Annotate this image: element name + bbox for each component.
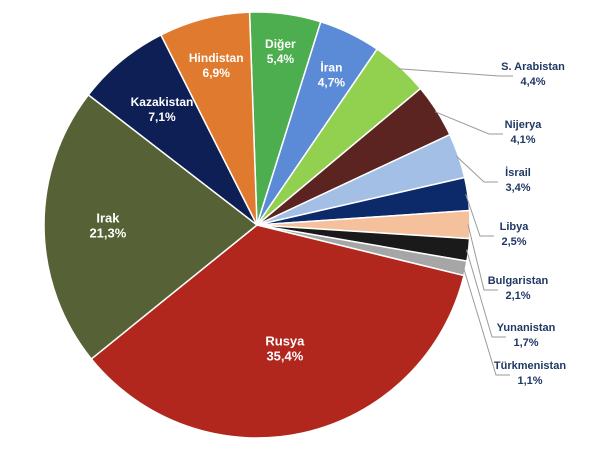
slice-name-bulgaristan: Bulgaristan [488,275,549,287]
slice-value-irak: 21,3% [89,226,126,241]
leader-line-israil [456,155,498,183]
pie-slices [43,11,471,439]
leader-line-turkmenistan [463,267,510,376]
slice-value-s-arabistan: 4,4% [520,76,545,88]
leader-line-libya [465,194,494,237]
slice-name-s-arabistan: S. Arabistan [501,61,565,73]
leader-line-yunanistan [466,249,506,338]
slice-value-rusya: 35,4% [266,349,303,364]
slice-name-diger: Diğer [265,37,296,51]
slice-value-yunanistan: 1,7% [513,337,538,349]
slice-irak [43,93,259,360]
slice-name-irak: Irak [96,211,120,226]
slice-name-rusya: Rusya [265,334,305,349]
leader-lines [398,68,513,376]
slice-name-nijerya: Nijerya [505,119,543,131]
slice-value-libya: 2,5% [501,236,526,248]
slice-name-yunanistan: Yunanistan [497,322,556,334]
slice-value-diger: 5,4% [267,52,295,66]
slice-name-libya: Libya [500,221,530,233]
slice-value-bulgaristan: 2,1% [505,290,530,302]
slice-value-nijerya: 4,1% [510,134,535,146]
slice-hindistan [159,11,258,226]
slice-value-iran: 4,7% [318,76,346,90]
slice-value-kazakistan: 7,1% [148,110,176,124]
slice-name-israil: İsrail [505,166,531,179]
slice-name-iran: İran [320,60,342,75]
slice-name-turkmenistan: Türkmenistan [494,360,566,372]
slice-rusya [90,224,465,439]
slice-name-kazakistan: Kazakistan [131,95,194,109]
slice-value-israil: 3,4% [505,182,530,194]
leader-line-nijerya [434,111,503,135]
slice-value-hindistan: 6,9% [203,66,231,80]
slice-value-turkmenistan: 1,1% [517,375,542,387]
slice-name-hindistan: Hindistan [189,51,244,65]
leader-line-s-arabistan [398,68,513,77]
leader-line-bulgaristan [467,224,498,291]
